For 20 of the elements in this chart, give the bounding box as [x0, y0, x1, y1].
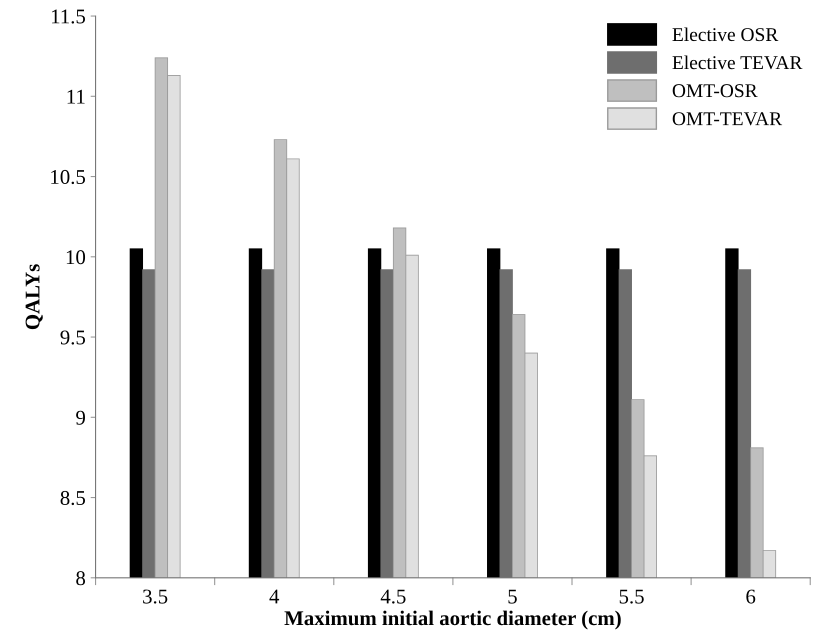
x-tick-label: 5.5 — [620, 590, 644, 604]
y-axis-title: QALYs — [26, 264, 43, 330]
y-tick-label: 11.5 — [52, 10, 86, 24]
legend-label: OMT-OSR — [672, 84, 758, 98]
x-tick-label: 4.5 — [380, 590, 406, 604]
x-tick-label: 4 — [269, 590, 280, 604]
y-tick-label: 9 — [76, 410, 85, 425]
y-tick-label: 8 — [76, 571, 86, 586]
y-tick-label: 9.5 — [60, 330, 86, 345]
legend-label: Elective OSR — [672, 27, 778, 42]
y-tick-label: 10 — [66, 250, 86, 264]
x-axis-title: Maximum initial aortic diameter (cm) — [284, 610, 621, 630]
legend-label: Elective TEVAR — [672, 56, 802, 70]
y-tick-label: 11 — [68, 90, 85, 104]
x-tick-label: 6 — [746, 590, 756, 604]
y-tick-label: 8.5 — [60, 490, 86, 506]
x-tick-label: 5 — [508, 590, 517, 604]
legend-label: OMT-TEVAR — [672, 112, 782, 126]
x-tick-label: 3.5 — [143, 590, 168, 604]
y-tick-label: 10.5 — [51, 170, 86, 184]
